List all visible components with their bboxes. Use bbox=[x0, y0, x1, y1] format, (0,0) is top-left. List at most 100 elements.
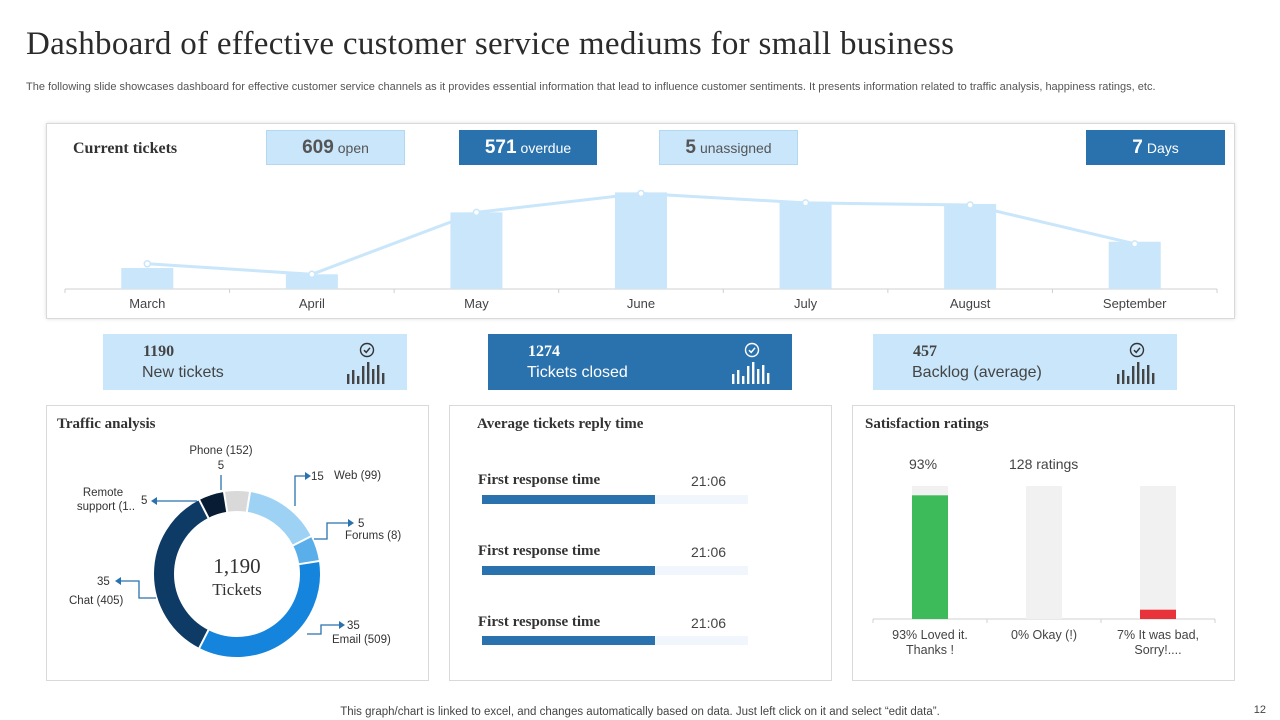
unassigned-label: unassigned bbox=[699, 139, 772, 156]
unassigned-badge: 5 unassigned bbox=[659, 130, 798, 165]
satisfaction-headline-pct: 93% bbox=[909, 456, 938, 472]
sat-category-label: 0% Okay (!) bbox=[1011, 628, 1077, 642]
arrow-forums bbox=[348, 519, 354, 527]
sat-category-label: 7% It was bad, bbox=[1117, 628, 1199, 642]
overdue-label: overdue bbox=[520, 139, 572, 156]
label-remote-2: support (1.. bbox=[77, 501, 135, 513]
ticket-bar bbox=[450, 212, 503, 289]
donut-center-value: 1,190 bbox=[213, 554, 260, 578]
days-count: 7 bbox=[1132, 136, 1143, 158]
value-forums: 5 bbox=[358, 518, 364, 530]
days-label: Days bbox=[1146, 139, 1179, 156]
reply-row-3-fill bbox=[482, 636, 655, 645]
arrow-email bbox=[339, 621, 345, 629]
donut-slice bbox=[246, 492, 311, 546]
traffic-analysis-title: Traffic analysis bbox=[57, 416, 156, 432]
current-tickets-title: Current tickets bbox=[73, 140, 178, 157]
donut-slice-separator bbox=[197, 498, 210, 520]
ticket-bar bbox=[944, 203, 997, 289]
reply-row-2-value: 21:06 bbox=[691, 544, 727, 560]
page-title: Dashboard of effective customer service … bbox=[26, 26, 955, 62]
label-remote-1: Remote bbox=[83, 487, 123, 499]
reply-row-1-label: First response time bbox=[478, 472, 601, 488]
reply-row-3-value: 21:06 bbox=[691, 615, 727, 631]
satisfaction-chart: 93% Loved it.Thanks ! 0% Okay (!) 7% It wa… bbox=[872, 486, 1216, 657]
current-tickets-chart: March April May June July August September bbox=[64, 189, 1218, 311]
callout-lines bbox=[121, 475, 348, 635]
reply-row-1-fill bbox=[482, 495, 655, 504]
unassigned-count: 5 bbox=[685, 136, 696, 158]
open-badge: 609 open bbox=[266, 130, 405, 165]
sat-bar-background bbox=[1026, 486, 1062, 619]
donut-slice bbox=[199, 492, 228, 519]
value-email: 35 bbox=[347, 620, 360, 632]
sat-category-label: 93% Loved it. bbox=[892, 628, 968, 642]
check-circle-icon bbox=[744, 342, 760, 358]
label-email: Email (509) bbox=[332, 634, 391, 646]
arrow-remote bbox=[151, 497, 157, 505]
donut-slice-separator bbox=[222, 490, 229, 513]
value-phone: 5 bbox=[218, 460, 224, 472]
value-web: 15 bbox=[311, 471, 324, 483]
kpi-tickets-closed-value: 1274 bbox=[528, 343, 560, 360]
kpi-backlog: 457 Backlog (average) bbox=[873, 334, 1177, 390]
check-circle-icon bbox=[359, 342, 375, 358]
bar-chart-icon bbox=[732, 362, 770, 384]
x-tick-label: August bbox=[950, 296, 991, 311]
trend-point bbox=[801, 199, 810, 207]
days-badge: 7 Days bbox=[1086, 130, 1225, 165]
open-label: open bbox=[337, 139, 369, 156]
bar-chart-icon bbox=[347, 362, 385, 384]
label-phone: Phone (152) bbox=[189, 445, 252, 457]
current-tickets-panel: Current tickets 609 open 571 overdue 5 u… bbox=[46, 123, 1235, 319]
value-remote: 5 bbox=[141, 495, 147, 507]
x-tick-label: April bbox=[299, 296, 325, 311]
kpi-backlog-value: 457 bbox=[913, 343, 937, 360]
callout-email bbox=[307, 624, 339, 635]
reply-time-title: Average tickets reply time bbox=[477, 416, 644, 432]
kpi-backlog-label: Backlog (average) bbox=[912, 364, 1042, 381]
callout-forums bbox=[314, 522, 348, 540]
kpi-new-tickets: 1190 New tickets bbox=[103, 334, 407, 390]
callout-chat bbox=[121, 580, 156, 599]
ticket-bar bbox=[121, 268, 174, 289]
reply-time-panel: Average tickets reply time First respons… bbox=[449, 405, 832, 681]
arrow-web bbox=[305, 472, 311, 480]
kpi-tickets-closed-label: Tickets closed bbox=[527, 364, 628, 381]
trend-point bbox=[308, 270, 316, 279]
x-tick-label: September bbox=[1103, 296, 1167, 311]
callout-arrows bbox=[115, 472, 354, 629]
traffic-analysis-panel: Traffic analysis 1,190 Tickets Phone (15… bbox=[46, 405, 429, 681]
footnote: This graph/chart is linked to excel, and… bbox=[340, 706, 940, 718]
ticket-bar bbox=[615, 192, 667, 289]
ticket-bar bbox=[779, 201, 832, 289]
donut-slice-separator bbox=[298, 559, 321, 566]
sat-category-label-line2: Thanks ! bbox=[906, 643, 954, 657]
bar-chart-icon bbox=[1117, 362, 1155, 384]
donut-slice-separator bbox=[245, 490, 252, 513]
kpi-tickets-closed: 1274 Tickets closed bbox=[488, 334, 792, 390]
arrow-chat bbox=[115, 577, 121, 585]
label-chat: Chat (405) bbox=[69, 595, 124, 607]
check-circle-icon bbox=[1129, 342, 1145, 358]
satisfaction-panel: Satisfaction ratings 93% 128 ratings 93%… bbox=[852, 405, 1235, 681]
kpi-new-tickets-value: 1190 bbox=[143, 343, 175, 360]
reply-row-1-value: 21:06 bbox=[691, 473, 727, 489]
trend-point bbox=[1130, 240, 1139, 248]
value-chat: 35 bbox=[97, 576, 110, 588]
ticket-bar bbox=[1108, 241, 1161, 289]
trend-point bbox=[637, 189, 645, 198]
reply-row-3-track bbox=[482, 636, 748, 645]
label-forums: Forums (8) bbox=[345, 530, 401, 542]
donut-slices bbox=[154, 490, 321, 657]
donut-slice-separator bbox=[197, 628, 210, 650]
donut-slice bbox=[199, 561, 320, 657]
x-tick-label: June bbox=[627, 296, 655, 311]
satisfaction-title: Satisfaction ratings bbox=[865, 416, 989, 432]
x-tick-label: July bbox=[794, 296, 818, 311]
traffic-donut-chart: 1,190 Tickets Phone (152) 5 Web (99) 15 … bbox=[69, 445, 401, 657]
page-number: 12 bbox=[1253, 704, 1266, 716]
trend-point bbox=[966, 201, 974, 209]
trend-point bbox=[472, 208, 481, 217]
reply-row-2-label: First response time bbox=[478, 543, 601, 559]
